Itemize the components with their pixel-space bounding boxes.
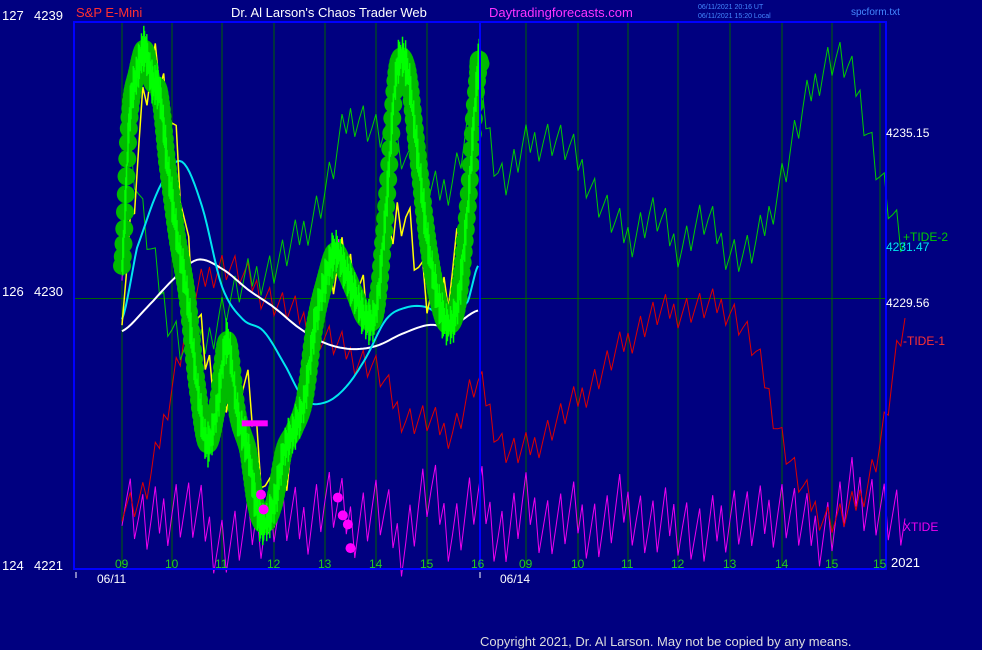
hour-tick-label: 12 [267, 557, 281, 571]
tide1-label: -TIDE-1 [903, 334, 945, 348]
y-label-top-price: 4239 [34, 8, 63, 23]
magenta-marker [337, 510, 348, 521]
magenta-marker [345, 543, 356, 554]
axis-layer: 09 10 11 12 13 14 15 16 09 10 11 12 13 14 15 15 [75, 557, 887, 578]
xtide-label: XTIDE [903, 520, 938, 534]
hour-tick-label: 09 [115, 557, 129, 571]
price-dot-layer [113, 25, 490, 546]
copyright: Copyright 2021, Dr. Al Larson. May not b… [480, 634, 851, 649]
symbol-label: S&P E-Mini [76, 5, 142, 20]
hour-tick-label: 09 [519, 557, 533, 571]
hour-tick-label: 13 [318, 557, 332, 571]
date-label-2: 06/14 [500, 572, 530, 586]
tide2-label: +TIDE-2 [903, 230, 948, 244]
hour-tick-label: 10 [165, 557, 179, 571]
y-label-bottom-price: 4221 [34, 558, 63, 573]
marker-layer [241, 420, 356, 554]
right-value-mid: 4231.47 [886, 240, 930, 254]
hour-tick-label: 13 [723, 557, 737, 571]
magenta-marker [256, 489, 266, 500]
hour-tick-label: 11 [621, 557, 634, 571]
file-name: spcform.txt [851, 7, 900, 18]
hour-tick-label: 15 [873, 557, 887, 571]
magenta-marker [332, 492, 343, 503]
magenta-marker [258, 504, 269, 515]
page-title: Dr. Al Larson's Chaos Trader Web [231, 5, 427, 20]
hour-tick-label: 14 [775, 557, 789, 571]
magenta-bar-marker [241, 420, 268, 427]
grid-layer [74, 22, 886, 569]
utc-timestamp: 06/11/2021 20:16 UT [698, 4, 764, 11]
hour-tick-label: 10 [571, 557, 585, 571]
site-link[interactable]: Daytradingforecasts.com [489, 5, 633, 20]
right-value-high: 4235.15 [886, 126, 930, 140]
hour-tick-label: 16 [471, 557, 485, 571]
hour-tick-label: 15 [420, 557, 434, 571]
tide2-line [121, 41, 906, 369]
y-label-mid-left: 126 [2, 284, 24, 299]
local-timestamp: 06/11/2021 15:20 Local [698, 13, 771, 20]
y-label-bottom-left: 124 [2, 558, 24, 573]
y-label-top-left: 127 [2, 8, 24, 23]
hour-tick-label: 15 [825, 557, 839, 571]
hour-tick-label: 12 [671, 557, 685, 571]
date-label-1: 06/11 [97, 572, 126, 586]
magenta-marker [342, 519, 353, 530]
tide1-line [121, 253, 906, 533]
hour-tick-label: 14 [369, 557, 383, 571]
y-label-mid-price: 4230 [34, 284, 63, 299]
right-value-low: 4229.56 [886, 296, 930, 310]
xtide-line [121, 456, 906, 577]
year-label: 2021 [891, 555, 920, 570]
hour-tick-label: 11 [215, 557, 228, 571]
